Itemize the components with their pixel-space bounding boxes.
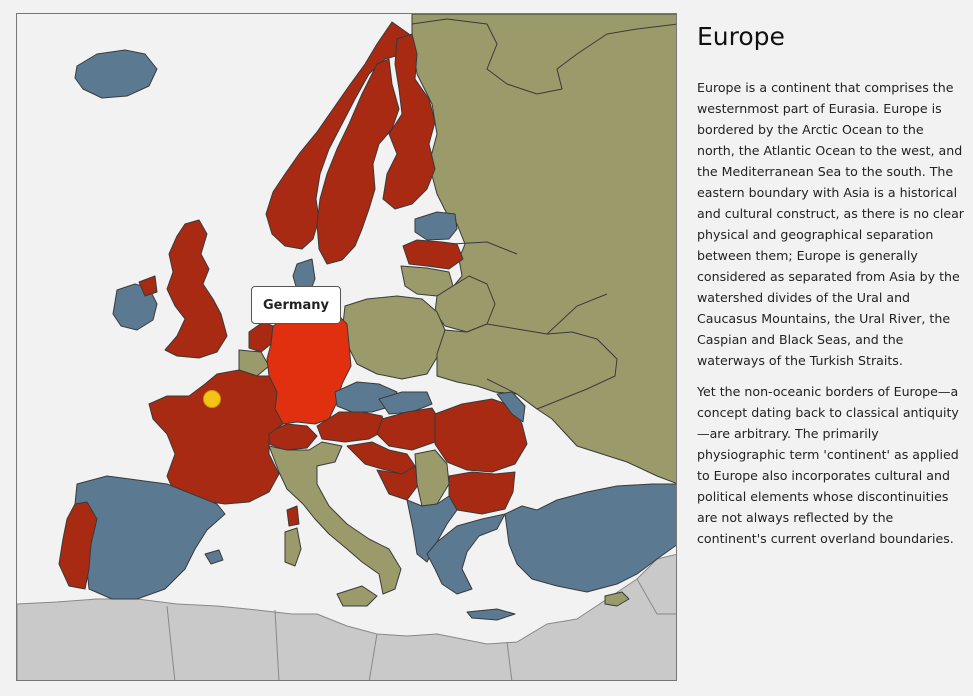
location-marker[interactable] xyxy=(203,390,221,408)
info-paragraph-2: Yet the non-oceanic borders of Europe—a … xyxy=(697,381,965,549)
europe-map[interactable]: Germany xyxy=(16,13,677,681)
map-svg[interactable] xyxy=(17,14,677,681)
country-united-kingdom[interactable] xyxy=(165,220,227,358)
info-paragraph-1: Europe is a continent that comprises the… xyxy=(697,77,965,371)
country-bulgaria[interactable] xyxy=(449,472,515,514)
tooltip-label: Germany xyxy=(263,298,329,313)
country-estonia[interactable] xyxy=(415,212,457,240)
country-sardinia xyxy=(285,528,301,566)
country-balearics xyxy=(205,550,223,564)
country-sicily xyxy=(337,586,377,606)
country-tooltip: Germany xyxy=(251,286,341,324)
info-title: Europe xyxy=(697,22,965,51)
country-iceland[interactable] xyxy=(75,50,157,98)
country-crete xyxy=(467,609,515,620)
country-netherlands[interactable] xyxy=(249,322,273,352)
country-corsica xyxy=(287,506,299,526)
info-panel: Europe Europe is a continent that compri… xyxy=(697,22,965,559)
country-poland[interactable] xyxy=(343,296,445,379)
country-hungary[interactable] xyxy=(377,408,442,450)
country-serbia[interactable] xyxy=(415,450,449,506)
